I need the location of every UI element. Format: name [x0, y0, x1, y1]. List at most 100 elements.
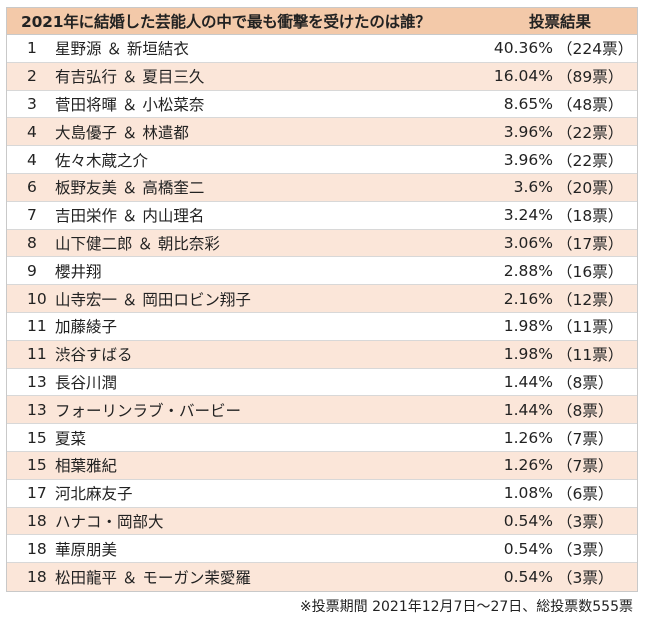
name-cell: 長谷川潤 [55, 373, 118, 392]
percent-cell: 3.06% [503, 233, 553, 252]
name-cell: 渋谷すばる [55, 346, 133, 365]
percent-cell: 3.96% [503, 150, 553, 169]
rank-cell: 18 [27, 539, 47, 558]
rank-cell: 15 [27, 456, 47, 475]
votes-cell: （3票） [557, 512, 614, 531]
rank-cell: 3 [27, 94, 37, 113]
table-row: 9 櫻井翔 2.88% （16票） [7, 257, 637, 286]
rank-cell: 18 [27, 511, 47, 530]
table-row: 11 渋谷すばる 1.98% （11票） [7, 340, 637, 369]
votes-cell: （17票） [557, 234, 624, 253]
name-cell: 星野源 ＆ 新垣結衣 [55, 40, 189, 59]
rank-cell: 15 [27, 428, 47, 447]
votes-cell: （224票） [557, 40, 634, 59]
percent-cell: 0.54% [503, 539, 553, 558]
name-cell: 夏菜 [55, 429, 87, 448]
table-row: 15 相葉雅紀 1.26% （7票） [7, 451, 637, 480]
rank-cell: 7 [27, 206, 37, 225]
votes-cell: （22票） [557, 151, 624, 170]
table-row: 2 有吉弘行 ＆ 夏目三久 16.04% （89票） [7, 62, 637, 91]
votes-cell: （8票） [557, 401, 614, 420]
rank-cell: 4 [27, 150, 37, 169]
votes-cell: （7票） [557, 429, 614, 448]
votes-cell: （18票） [557, 207, 624, 226]
percent-cell: 0.54% [503, 511, 553, 530]
votes-cell: （3票） [557, 540, 614, 559]
table-header: 2021年に結婚した芸能人の中で最も衝撃を受けたのは誰？ 投票結果 [7, 8, 637, 35]
percent-cell: 1.44% [503, 372, 553, 391]
table-row: 18 ハナコ・岡部大 0.54% （3票） [7, 507, 637, 536]
question-title: 2021年に結婚した芸能人の中で最も衝撃を受けたのは誰？ [21, 13, 431, 31]
rank-cell: 9 [27, 261, 37, 280]
percent-cell: 2.16% [503, 289, 553, 308]
table-row: 11 加藤綾子 1.98% （11票） [7, 313, 637, 341]
name-cell: 櫻井翔 [55, 262, 102, 281]
name-cell: 山下健二郎 ＆ 朝比奈彩 [55, 234, 220, 253]
rank-cell: 2 [27, 67, 37, 86]
results-table: 2021年に結婚した芸能人の中で最も衝撃を受けたのは誰？ 投票結果 1 星野源 ＆… [6, 7, 638, 592]
votes-cell: （12票） [557, 290, 624, 309]
table-row: 1 星野源 ＆ 新垣結衣 40.36% （224票） [7, 35, 637, 63]
rank-cell: 8 [27, 233, 37, 252]
votes-cell: （11票） [557, 346, 624, 365]
result-header: 投票結果 [529, 13, 592, 31]
name-cell: 山寺宏一 ＆ 岡田ロビン翔子 [55, 290, 251, 309]
table-row: 18 松田龍平 ＆ モーガン茉愛羅 0.54% （3票） [7, 563, 637, 591]
percent-cell: 1.26% [503, 428, 553, 447]
name-cell: 菅田将暉 ＆ 小松菜奈 [55, 95, 205, 114]
name-cell: ハナコ・岡部大 [55, 512, 164, 531]
table-row: 4 大島優子 ＆ 林遣都 3.96% （22票） [7, 118, 637, 147]
votes-cell: （16票） [557, 262, 624, 281]
percent-cell: 1.26% [503, 456, 553, 475]
rank-cell: 13 [27, 372, 47, 391]
name-cell: 加藤綾子 [55, 318, 118, 337]
name-cell: 板野友美 ＆ 高橋奎二 [55, 179, 205, 198]
table-row: 8 山下健二郎 ＆ 朝比奈彩 3.06% （17票） [7, 229, 637, 258]
votes-cell: （22票） [557, 123, 624, 142]
votes-cell: （20票） [557, 179, 624, 198]
table-row: 13 フォーリンラブ・バービー 1.44% （8票） [7, 396, 637, 425]
percent-cell: 3.24% [503, 206, 553, 225]
votes-cell: （48票） [557, 95, 624, 114]
name-cell: 松田龍平 ＆ モーガン茉愛羅 [55, 569, 251, 588]
percent-cell: 8.65% [503, 94, 553, 113]
votes-cell: （11票） [557, 318, 624, 337]
footnote: ※投票期間 2021年12月7日〜27日、総投票数555票 [299, 599, 633, 615]
name-cell: 華原朋美 [55, 540, 118, 559]
percent-cell: 1.98% [503, 317, 553, 336]
table-row: 4 佐々木蔵之介 3.96% （22票） [7, 146, 637, 174]
percent-cell: 1.08% [503, 484, 553, 503]
rank-cell: 11 [27, 345, 47, 364]
percent-cell: 1.98% [503, 345, 553, 364]
rank-cell: 18 [27, 568, 47, 587]
table-row: 7 吉田栄作 ＆ 内山理名 3.24% （18票） [7, 202, 637, 230]
votes-cell: （6票） [557, 485, 614, 504]
percent-cell: 3.6% [513, 178, 553, 197]
votes-cell: （7票） [557, 457, 614, 476]
name-cell: 相葉雅紀 [55, 457, 118, 476]
table-body: 1 星野源 ＆ 新垣結衣 40.36% （224票） 2 有吉弘行 ＆ 夏目三久 16.04… [7, 35, 637, 591]
rank-cell: 13 [27, 400, 47, 419]
percent-cell: 0.54% [503, 568, 553, 587]
percent-cell: 16.04% [493, 67, 553, 86]
table-row: 18 華原朋美 0.54% （3票） [7, 535, 637, 564]
table-row: 10 山寺宏一 ＆ 岡田ロビン翔子 2.16% （12票） [7, 285, 637, 313]
name-cell: 吉田栄作 ＆ 内山理名 [55, 207, 205, 226]
table-row: 15 夏菜 1.26% （7票） [7, 424, 637, 452]
name-cell: 有吉弘行 ＆ 夏目三久 [55, 68, 205, 87]
table-row: 13 長谷川潤 1.44% （8票） [7, 369, 637, 397]
table-row: 3 菅田将暉 ＆ 小松菜奈 8.65% （48票） [7, 91, 637, 119]
rank-cell: 10 [27, 289, 47, 308]
percent-cell: 3.96% [503, 122, 553, 141]
name-cell: 佐々木蔵之介 [55, 151, 149, 170]
rank-cell: 17 [27, 484, 47, 503]
rank-cell: 6 [27, 178, 37, 197]
percent-cell: 1.44% [503, 400, 553, 419]
name-cell: 大島優子 ＆ 林遣都 [55, 123, 189, 142]
percent-cell: 40.36% [493, 39, 553, 58]
votes-cell: （89票） [557, 68, 624, 87]
name-cell: フォーリンラブ・バービー [55, 401, 242, 420]
votes-cell: （3票） [557, 569, 614, 588]
name-cell: 河北麻友子 [55, 485, 133, 504]
table-row: 6 板野友美 ＆ 高橋奎二 3.6% （20票） [7, 173, 637, 202]
